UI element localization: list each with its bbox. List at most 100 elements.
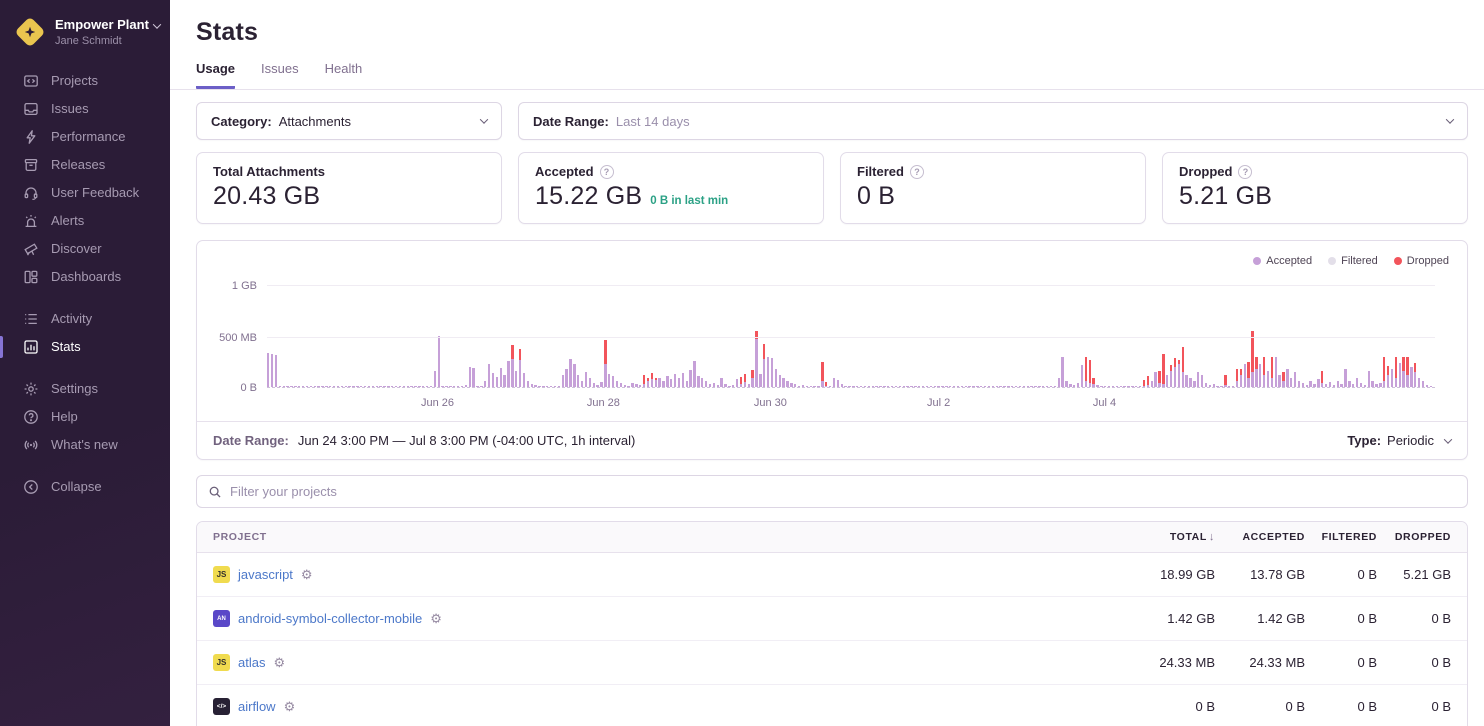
chart-bar [1131, 386, 1134, 387]
card-filtered: Filtered? 0 B [840, 152, 1146, 224]
chart-bar [1026, 386, 1029, 387]
chart-bar [972, 386, 975, 387]
chart-footer: Date Range: Jun 24 3:00 PM — Jul 8 3:00 … [197, 421, 1467, 459]
tab-issues[interactable]: Issues [261, 61, 299, 76]
chart-bar [852, 386, 855, 387]
chart-bar [476, 386, 479, 387]
chart-bar [797, 385, 801, 387]
chart-bar [1375, 384, 1378, 387]
accepted-trend: 0 B in last min [650, 195, 729, 207]
chart-bar [1053, 386, 1056, 387]
sidebar-collapse-button[interactable]: Collapse [0, 473, 170, 501]
x-axis-label: Jun 26 [421, 397, 455, 409]
table-row: JS atlas ⚙ 24.33 MB 24.33 MB 0 B 0 B [197, 641, 1467, 685]
chart-bar [573, 364, 576, 387]
chart-bar [418, 386, 421, 387]
sidebar-item-dashboards[interactable]: Dashboards [0, 263, 170, 291]
chart-bar [1181, 347, 1184, 387]
siren-icon [25, 214, 37, 227]
sidebar-item-projects[interactable]: Projects [0, 67, 170, 95]
y-axis-label: 0 B [240, 382, 257, 394]
project-link[interactable]: javascript [238, 567, 293, 582]
chart-bar [1104, 386, 1107, 387]
help-icon[interactable]: ? [909, 164, 924, 179]
chart-bar [906, 386, 909, 387]
sidebar-item-alerts[interactable]: Alerts [0, 207, 170, 235]
chart-bar [491, 373, 495, 387]
sidebar-item-discover[interactable]: Discover [0, 235, 170, 263]
tab-usage[interactable]: Usage [196, 61, 236, 89]
chart-bar [1220, 386, 1223, 387]
date-range-select[interactable]: Date Range: Last 14 days [518, 102, 1468, 140]
chart-bar [704, 381, 708, 387]
sidebar-item-user-feedback[interactable]: User Feedback [0, 179, 170, 207]
sidebar-item-help[interactable]: Help [0, 403, 170, 431]
chart-legend: Accepted Filtered Dropped [1253, 255, 1449, 267]
chart-bar [619, 383, 622, 387]
y-axis-label: 1 GB [231, 280, 257, 292]
col-total-sort[interactable]: TOTAL ↓ [1169, 531, 1215, 543]
type-select[interactable]: Type: Periodic [1347, 433, 1453, 448]
chart-bar [1286, 369, 1289, 387]
project-settings-icon[interactable]: ⚙ [430, 611, 442, 626]
col-filtered[interactable]: FILTERED [1321, 531, 1377, 543]
chart-bar [801, 384, 805, 387]
chart-bar [604, 340, 607, 387]
chart-bar [1212, 384, 1215, 387]
chart-bar [639, 385, 642, 387]
sidebar-item-activity[interactable]: Activity [0, 305, 170, 333]
help-icon[interactable]: ? [1238, 164, 1253, 179]
help-icon[interactable]: ? [599, 164, 614, 179]
chart-bar [755, 331, 758, 387]
sidebar-item-stats[interactable]: Stats [0, 333, 170, 361]
category-select[interactable]: Category: Attachments [196, 102, 502, 140]
chart-bar [356, 386, 359, 387]
project-settings-icon[interactable]: ⚙ [273, 655, 286, 670]
search-input[interactable] [230, 484, 1456, 499]
chart-bar [325, 386, 328, 387]
page-header: Stats Usage Issues Health [170, 0, 1484, 90]
legend-item-accepted[interactable]: Accepted [1253, 255, 1312, 267]
chart-bar [635, 384, 638, 387]
project-link[interactable]: airflow [238, 699, 276, 714]
chart-bar [925, 386, 929, 387]
legend-item-dropped[interactable]: Dropped [1393, 255, 1449, 267]
col-project: PROJECT [213, 531, 267, 543]
x-axis-label: Jul 2 [926, 397, 951, 409]
chart-bar [344, 386, 347, 387]
chart-bar [670, 379, 673, 387]
platform-icon: JS [213, 654, 230, 671]
chart-bar [1107, 386, 1111, 387]
chart-bar [321, 386, 324, 387]
org-switcher[interactable]: Empower Plant Jane Schmidt [0, 0, 170, 67]
chart-bar [662, 381, 665, 387]
chart-bar [887, 386, 890, 387]
platform-icon: JS [213, 566, 230, 583]
col-accepted[interactable]: ACCEPTED [1242, 531, 1305, 543]
sidebar-item-issues[interactable]: Issues [0, 95, 170, 123]
chart-bars [267, 261, 1435, 388]
chart-bar [1231, 385, 1235, 387]
chart-bar [1169, 365, 1173, 387]
chart-bar [627, 385, 630, 387]
project-link[interactable]: atlas [238, 655, 266, 670]
sidebar-item-settings[interactable]: Settings [0, 375, 170, 403]
project-settings-icon[interactable]: ⚙ [283, 699, 296, 714]
chart-bar [774, 369, 777, 387]
chart-bar [1355, 378, 1359, 387]
legend-item-filtered[interactable]: Filtered [1328, 255, 1378, 267]
tab-health[interactable]: Health [324, 61, 363, 76]
chart-bar [1348, 381, 1351, 387]
sidebar-item-releases[interactable]: Releases [0, 151, 170, 179]
chart-bar [763, 344, 766, 387]
chart-bar [425, 386, 429, 387]
chart-bar [1045, 386, 1049, 387]
sidebar-item-performance[interactable]: Performance [0, 123, 170, 151]
chart-bar [832, 378, 836, 387]
sidebar-item-whats-new[interactable]: What's new [0, 431, 170, 459]
project-settings-icon[interactable]: ⚙ [300, 567, 313, 582]
chart-bar [1007, 386, 1010, 387]
col-dropped[interactable]: DROPPED [1394, 531, 1451, 543]
x-axis-label: Jul 4 [1092, 397, 1117, 409]
project-link[interactable]: android-symbol-collector-mobile [238, 611, 423, 626]
